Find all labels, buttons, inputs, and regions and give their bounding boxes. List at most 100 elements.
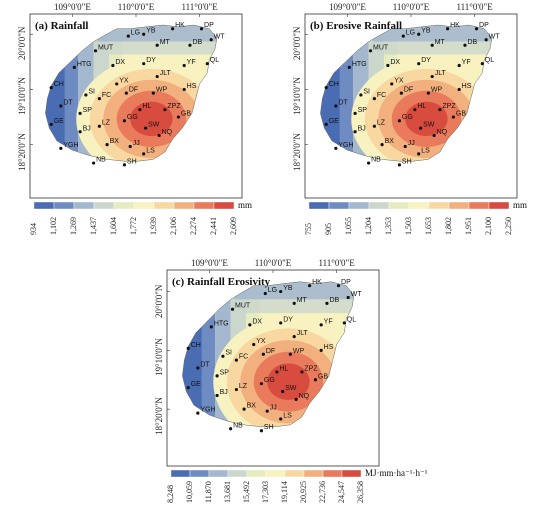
colorbar-swatch [133, 201, 155, 210]
station-dot [336, 284, 341, 288]
station-label: HK [450, 22, 460, 29]
station-dot [419, 126, 423, 130]
station-dot [199, 27, 204, 31]
station-dot [138, 108, 142, 112]
station-label: WT [214, 33, 226, 40]
station-dot [209, 325, 213, 329]
station-label: DB [329, 297, 339, 304]
station-label: CH [54, 81, 64, 88]
station-dot [446, 27, 450, 31]
colorbar-swatch [53, 201, 75, 210]
station-label: DF [404, 87, 413, 94]
station-dot [325, 301, 329, 305]
station-label: DF [129, 87, 138, 94]
colorbar-tick-label: 15,492 [242, 481, 251, 503]
station-dot [72, 65, 76, 69]
colorbar-tick-label: 1,055 [344, 217, 353, 235]
colorbar-tick-label: 1,604 [109, 217, 118, 235]
latitude-label: 20°0'0"N [17, 26, 27, 61]
station-dot [334, 104, 338, 108]
colorbar-swatch [448, 201, 470, 210]
latitude-label: 18°20'0"N [292, 132, 302, 171]
station-label: MUT [235, 303, 251, 310]
station-label: SP [220, 369, 230, 376]
station-label: GE [54, 118, 64, 125]
station-dot [229, 427, 233, 431]
station-label: NB [96, 157, 106, 164]
latitude-label: 19°10'0"N [17, 77, 27, 116]
island-outline [45, 24, 218, 162]
station-dot [484, 38, 488, 42]
station-dot [275, 370, 279, 374]
station-dot [215, 393, 219, 398]
map-svg: LG YB HK DP MUT MT DB WT HTG DX DY YF QL CH YX JLT SI HS D… [166, 269, 380, 478]
station-dot [182, 63, 186, 68]
colorbar-swatch [328, 201, 350, 210]
station-dot [221, 354, 225, 358]
station-dot [294, 397, 298, 401]
station-label: NQ [437, 129, 448, 136]
station-label: DF [266, 348, 275, 355]
colorbar-swatch [388, 201, 410, 210]
colorbar-tick-label: 22,736 [318, 481, 327, 503]
colorbar-swatch [170, 469, 191, 478]
longitude-label: 111°0'0"E [318, 258, 355, 268]
station-label: DB [467, 39, 477, 46]
station-label: SW [285, 385, 297, 392]
station-label: MT [297, 297, 308, 304]
colorbar-swatch [189, 469, 210, 478]
colorbar-swatch [322, 469, 343, 478]
station-label: SI [225, 350, 232, 357]
map-svg: LG YB HK DP MUT MT DB WT HTG DX DY YF QL CH YX JLT SI HS D… [29, 13, 243, 210]
station-dot [347, 65, 351, 69]
colorbar-unit: mm [513, 200, 528, 210]
station-label: NQ [162, 129, 173, 136]
station-dot [252, 342, 256, 347]
latitude-label: 20°0'0"N [292, 26, 302, 61]
station-label: JJ [408, 140, 415, 147]
station-dot [457, 63, 461, 68]
map-panel-rainfall: LG YB HK DP MUT MT DB WT HTG DX DY YF QL CH YX JLT SI HS D… [0, 0, 275, 240]
station-label: ZPZ [442, 103, 456, 110]
station-dot [353, 111, 357, 115]
station-label: NB [233, 422, 243, 429]
station-dot [49, 86, 53, 90]
station-label: DP [479, 22, 489, 29]
colorbar-tick-label: 1,269 [69, 217, 78, 235]
latitude-label: 19°10'0"N [292, 77, 302, 116]
colorbar-swatch [208, 469, 229, 478]
station-label: LG [406, 30, 415, 37]
station-dot [324, 86, 328, 90]
station-label: YF [462, 59, 471, 66]
station-dot [300, 370, 304, 374]
station-label: DX [115, 59, 125, 66]
latitude-label: 18°20'0"N [154, 397, 164, 436]
station-dot [142, 62, 146, 66]
longitude-label: 110°0'0"E [117, 2, 155, 12]
station-label: GE [191, 381, 201, 388]
station-dot [78, 130, 82, 134]
island-outline [320, 24, 493, 162]
station-dot [457, 87, 461, 92]
station-label: ZPZ [167, 103, 181, 110]
station-dot [430, 74, 434, 79]
station-dot [151, 91, 155, 95]
colorbar-tick-label: 934 [29, 223, 38, 235]
colorbar-swatch [341, 469, 362, 478]
station-label: NB [371, 157, 381, 164]
station-dot [403, 144, 407, 149]
station-dot [432, 133, 436, 138]
station-dot [84, 93, 88, 97]
station-label: YF [187, 59, 196, 66]
colorbar-tick-label: 1,951 [464, 217, 473, 235]
station-label: LS [283, 412, 292, 419]
station-dot [292, 335, 296, 339]
colorbar-tick-label: 755 [304, 223, 313, 235]
colorbar-tick-label: 19,114 [280, 481, 289, 503]
station-dot [380, 143, 384, 147]
colorbar-swatch [284, 469, 305, 478]
station-label: YX [256, 338, 266, 345]
station-label: DX [390, 59, 400, 66]
station-dot [399, 91, 403, 95]
station-label: FC [102, 92, 111, 99]
